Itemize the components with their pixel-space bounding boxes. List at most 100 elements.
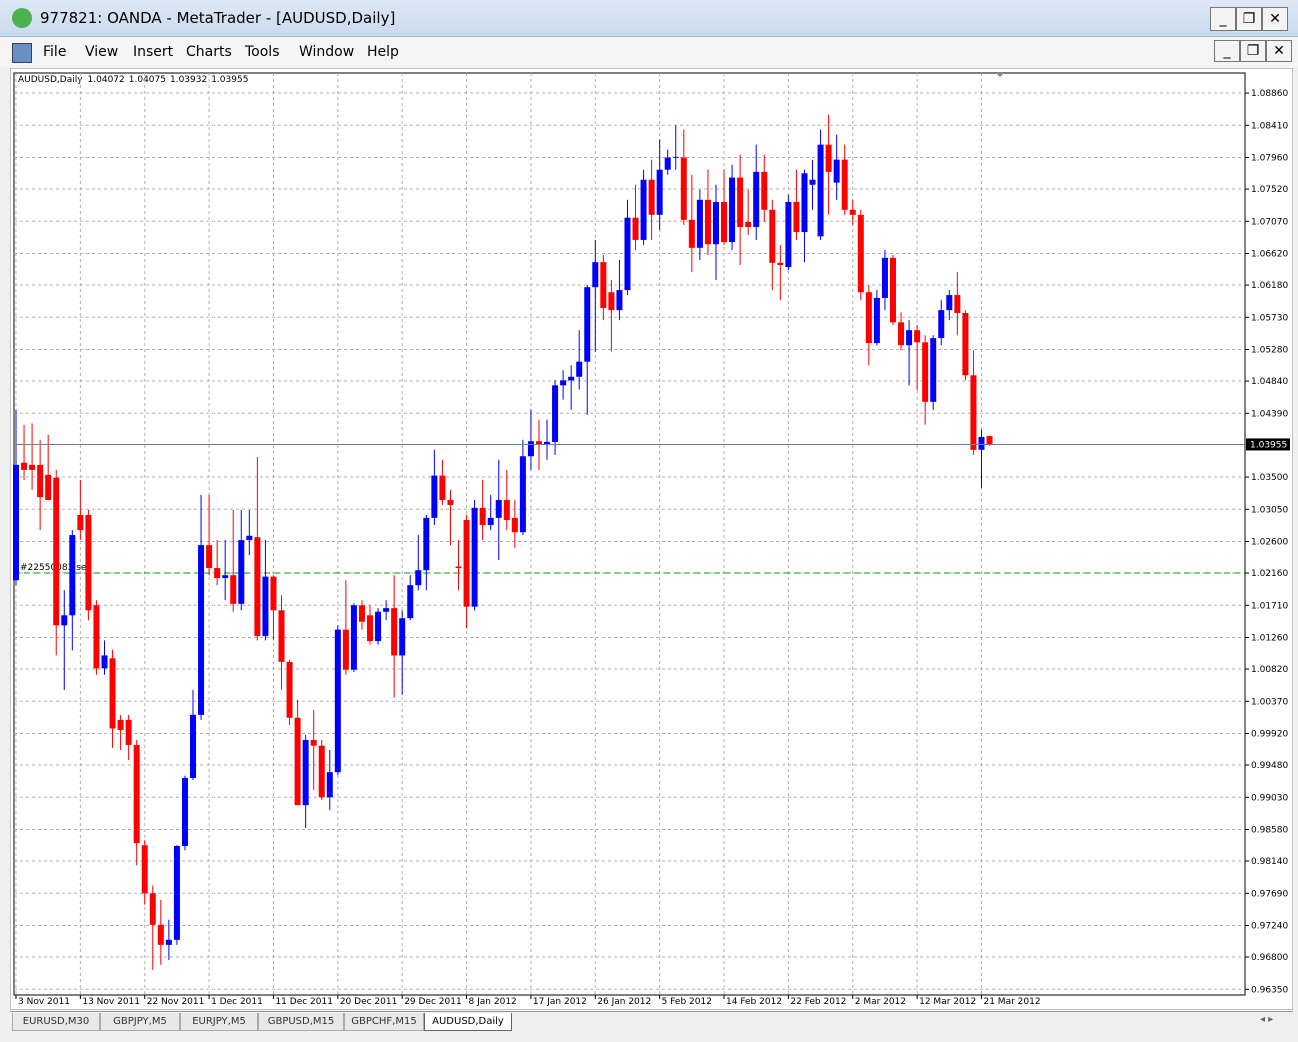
header-open: 1.04072 — [88, 75, 125, 85]
candle-body — [560, 380, 567, 386]
candle-body — [769, 209, 776, 263]
y-tick-label: 0.99030 — [1251, 793, 1288, 803]
candle-body — [922, 342, 929, 402]
x-tick-label: 29 Dec 2011 — [404, 997, 462, 1007]
y-tick-label: 1.06180 — [1251, 281, 1288, 291]
candle-body — [133, 744, 140, 844]
chart-tab[interactable]: GBPCHF,M15 — [344, 1013, 424, 1031]
candle-body — [181, 777, 188, 846]
menu-item[interactable]: Tools — [245, 44, 280, 60]
y-tick-label: 1.06620 — [1251, 250, 1288, 260]
candle-body — [527, 441, 534, 457]
candle-body — [914, 330, 921, 343]
candle-body — [222, 575, 229, 579]
candle-body — [294, 717, 301, 806]
candle-body — [849, 209, 856, 215]
candle-body — [672, 156, 679, 158]
y-tick-label: 1.08410 — [1251, 121, 1288, 131]
y-tick-label: 0.96350 — [1251, 985, 1288, 995]
candle-body — [447, 499, 454, 505]
candle-body — [69, 535, 76, 616]
candle-body — [946, 295, 953, 311]
menu-item[interactable]: Charts — [186, 44, 232, 60]
candle-body — [640, 179, 647, 240]
x-tick-label: 22 Nov 2011 — [147, 997, 205, 1007]
candle-body — [439, 475, 446, 500]
header-close: 1.03955 — [211, 75, 248, 85]
chart-header: AUDUSD,Daily 1.04072 1.04075 1.03932 1.03955 — [18, 75, 248, 85]
candle-body — [342, 629, 349, 670]
chart-tab[interactable]: GBPUSD,M15 — [258, 1013, 344, 1031]
x-tick-label: 12 Mar 2012 — [919, 997, 976, 1007]
y-tick-label: 0.97240 — [1251, 922, 1288, 932]
tab-scroll[interactable]: ◂ ▸ — [1260, 1014, 1274, 1025]
candle-body — [375, 611, 382, 642]
doc-restore-button[interactable]: ❐ — [1240, 40, 1266, 62]
candle-body — [85, 515, 92, 611]
candle-body — [535, 441, 542, 445]
candle-body — [938, 310, 945, 339]
chart-tab[interactable]: EURJPY,M5 — [180, 1013, 258, 1031]
y-tick-label: 1.02600 — [1251, 538, 1288, 548]
window-title: 977821: OANDA - MetaTrader - [AUDUSD,Dai… — [40, 9, 396, 27]
y-tick-label: 1.07960 — [1251, 154, 1288, 164]
candle-body — [576, 361, 583, 377]
x-tick-label: 20 Dec 2011 — [340, 997, 398, 1007]
y-tick-label: 1.05730 — [1251, 313, 1288, 323]
close-button[interactable]: ✕ — [1262, 7, 1288, 31]
candle-body — [930, 338, 937, 402]
candle-body — [737, 177, 744, 228]
menu-item[interactable]: Window — [299, 44, 355, 60]
candle-body — [391, 608, 398, 656]
candle-body — [13, 464, 19, 581]
candle-body — [487, 517, 494, 526]
candle-body — [608, 292, 615, 311]
candle-body — [53, 477, 60, 626]
candle-body — [262, 576, 269, 637]
candle-body — [326, 772, 333, 798]
document-icon — [12, 43, 32, 63]
candle-body — [648, 179, 655, 215]
chart-tab[interactable]: GBPJPY,M5 — [100, 1013, 180, 1031]
candle-body — [745, 222, 752, 228]
candle-body — [101, 655, 108, 669]
x-tick-label: 17 Jan 2012 — [533, 997, 587, 1007]
app-icon — [12, 8, 32, 28]
candle-body — [157, 924, 164, 945]
candle-body — [503, 499, 510, 521]
menu-item[interactable]: View — [85, 44, 119, 60]
candle-body — [318, 745, 325, 798]
restore-button[interactable]: ❐ — [1236, 7, 1262, 31]
y-tick-label: 1.08860 — [1251, 89, 1288, 99]
candle-body — [254, 537, 261, 637]
candle-body — [544, 441, 551, 445]
x-tick-label: 8 Jan 2012 — [469, 997, 517, 1007]
candle-body — [455, 566, 462, 569]
candle-body — [825, 144, 832, 172]
minimize-button[interactable]: _ — [1210, 7, 1236, 31]
x-tick-label: 1 Dec 2011 — [211, 997, 263, 1007]
candle-body — [688, 219, 695, 248]
chart-tab[interactable]: EURUSD,M30 — [12, 1013, 100, 1031]
doc-minimize-button[interactable]: _ — [1214, 40, 1240, 62]
candle-body — [712, 201, 719, 245]
candle-body — [704, 199, 711, 245]
candle-body — [568, 376, 575, 381]
chart-tab-active[interactable]: AUDUSD,Daily — [424, 1013, 512, 1031]
chart-tabs: EURUSD,M30 GBPJPY,M5 EURJPY,M5 GBPUSD,M1… — [10, 1011, 1293, 1032]
candle-body — [600, 262, 607, 308]
x-tick-label: 11 Dec 2011 — [275, 997, 333, 1007]
candle-body — [21, 462, 28, 470]
candle-body — [278, 610, 285, 662]
candle-body — [986, 436, 993, 445]
candle-body — [37, 464, 44, 498]
menu-item[interactable]: Insert — [133, 44, 174, 60]
menu-item[interactable]: File — [43, 44, 67, 60]
candle-body — [721, 201, 728, 243]
x-tick-label: 5 Feb 2012 — [662, 997, 712, 1007]
candle-body — [873, 297, 880, 344]
candle-body — [729, 177, 736, 243]
doc-close-button[interactable]: ✕ — [1266, 40, 1292, 62]
candle-body — [149, 893, 156, 925]
menu-item[interactable]: Help — [367, 44, 399, 60]
